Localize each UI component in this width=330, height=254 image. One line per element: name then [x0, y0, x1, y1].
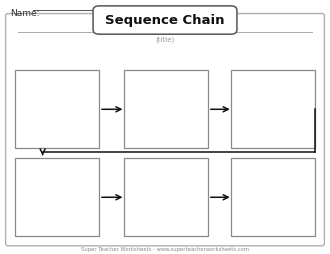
Text: Sequence Chain: Sequence Chain: [105, 14, 225, 27]
FancyBboxPatch shape: [6, 14, 324, 246]
Text: Name:: Name:: [10, 9, 39, 18]
Bar: [15, 159, 99, 236]
Bar: [15, 71, 99, 149]
Bar: [231, 71, 315, 149]
Bar: [124, 159, 208, 236]
Bar: [124, 71, 208, 149]
Bar: [231, 159, 315, 236]
Text: Super Teacher Worksheets - www.superteacherworksheets.com: Super Teacher Worksheets - www.superteac…: [81, 246, 249, 251]
FancyBboxPatch shape: [93, 7, 237, 35]
Text: (title): (title): [155, 36, 175, 43]
